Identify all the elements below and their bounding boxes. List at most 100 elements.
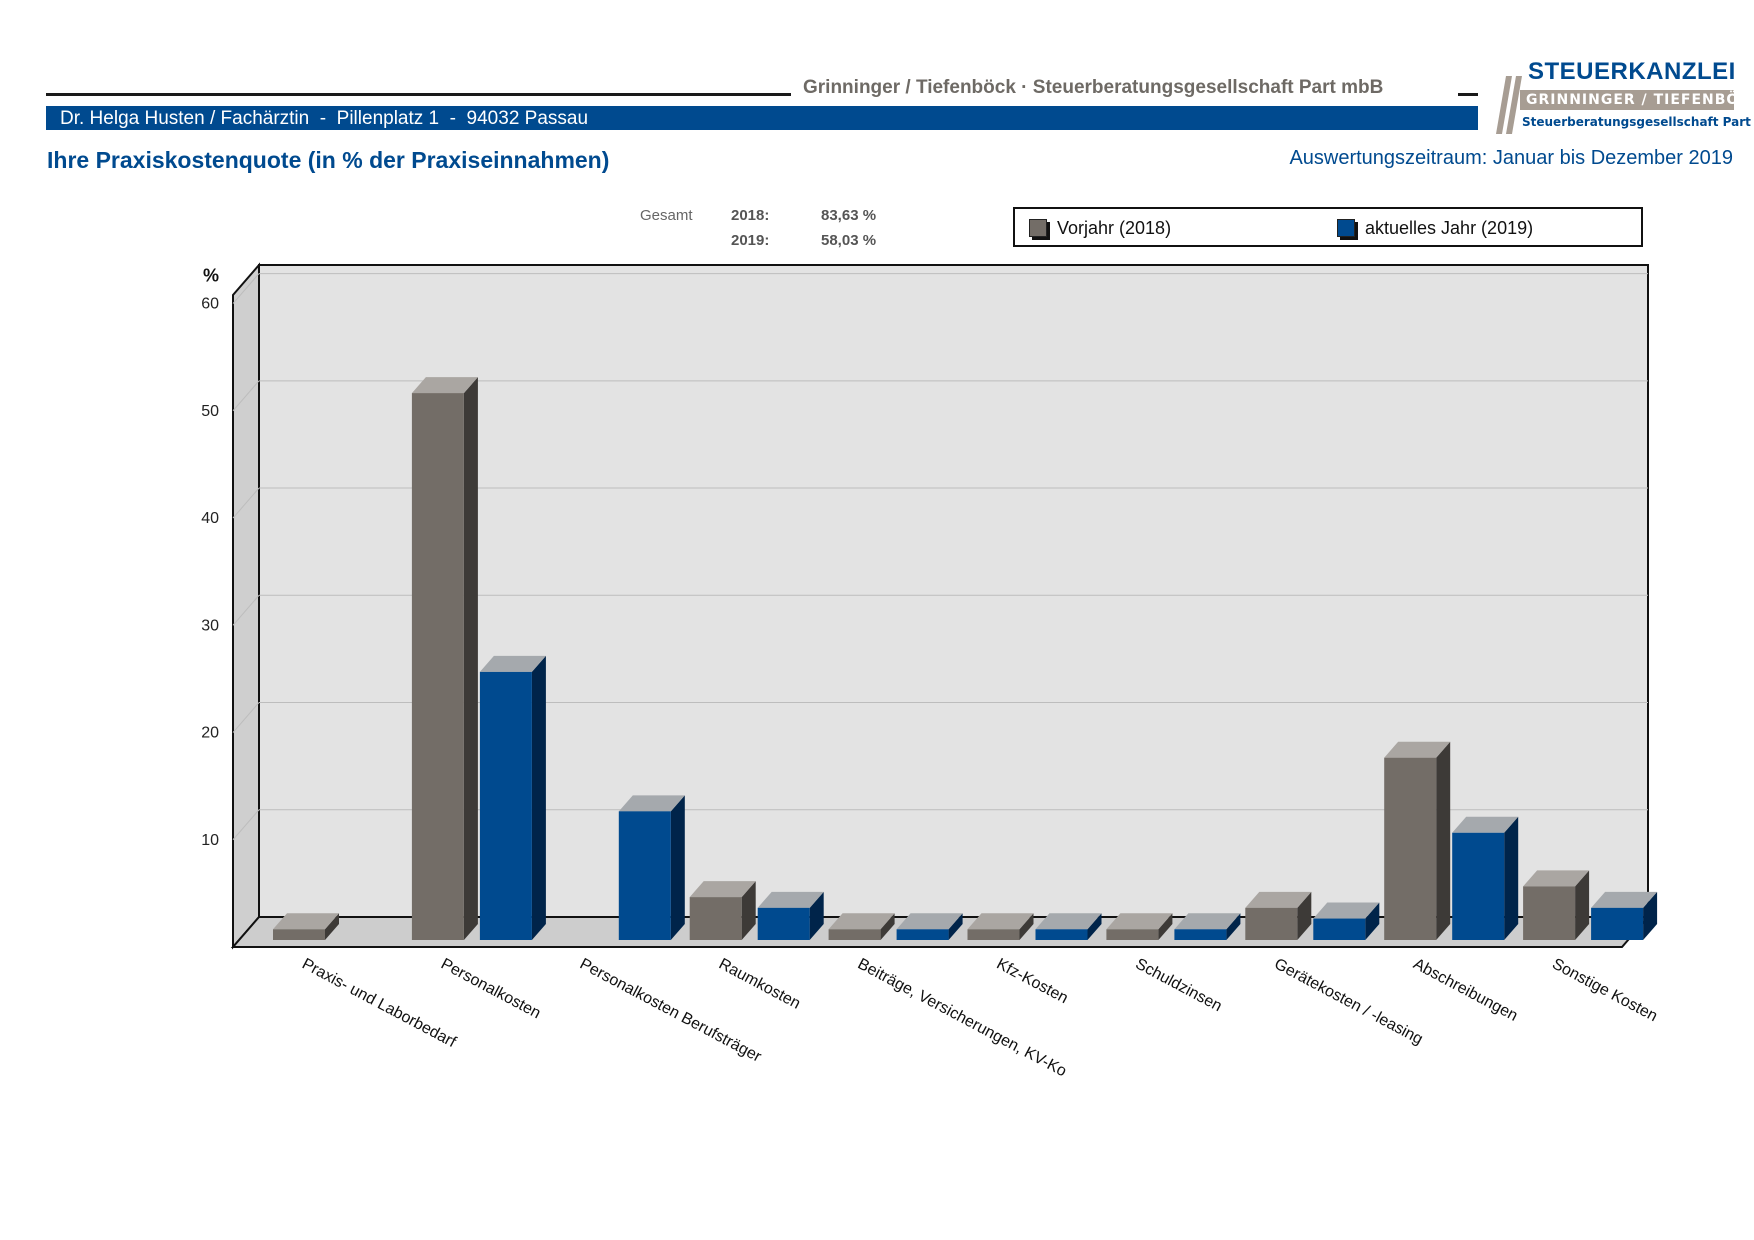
- gridline-side: [232, 594, 260, 626]
- bar-side: [325, 913, 339, 940]
- bar-side: [1087, 913, 1102, 940]
- bar-side: [670, 795, 685, 940]
- bar-top: [1174, 913, 1241, 930]
- bar-top: [1523, 870, 1590, 887]
- client-info: Dr. Helga Husten / Fachärztin - Pillenpl…: [60, 108, 589, 129]
- bar-top: [618, 795, 685, 812]
- bar-side: [463, 377, 478, 940]
- bar: [1452, 832, 1505, 940]
- totals-label: Gesamt: [640, 207, 693, 224]
- y-tick-label: 60: [201, 296, 219, 313]
- bar-side: [1226, 913, 1241, 940]
- bar-side: [809, 891, 824, 940]
- bar: [618, 811, 671, 940]
- legend-swatch-prior: [1029, 219, 1047, 237]
- bar-top: [1035, 913, 1102, 930]
- logo-subtitle: Steuerberatungsgesellschaft Part mbB: [1522, 115, 1754, 129]
- y-tick-label: 30: [201, 617, 219, 634]
- bar-top: [967, 913, 1034, 930]
- firm-name: Grinninger / Tiefenböck · Steuerberatung…: [803, 77, 1384, 98]
- bar-top: [896, 913, 963, 930]
- totals-value-2019: 58,03 %: [821, 232, 877, 249]
- bar-side: [1575, 870, 1590, 940]
- logo-slashes: [1496, 76, 1522, 134]
- y-tick-label: 50: [201, 403, 219, 420]
- x-tick-label: Schuldzinsen: [1133, 956, 1225, 1016]
- header-rule-right: [1458, 93, 1478, 96]
- bar-top: [273, 913, 339, 930]
- legend-label-current: aktuelles Jahr (2019): [1365, 218, 1534, 238]
- header-rule-left: [46, 93, 791, 96]
- bar-top: [479, 655, 546, 672]
- evaluation-period: Auswertungszeitraum: Januar bis Dezember…: [1289, 147, 1733, 169]
- bar: [1106, 929, 1159, 940]
- gridline-side: [232, 487, 260, 519]
- logo-title: STEUERKANZLEI: [1528, 58, 1736, 85]
- bar: [967, 929, 1020, 940]
- y-tick-label: 10: [201, 832, 219, 849]
- logo-band: [1520, 90, 1734, 110]
- bar-side: [1019, 913, 1034, 940]
- totals-year-2019: 2019:: [731, 232, 770, 249]
- y-axis-label: %: [203, 266, 219, 286]
- bar: [479, 671, 532, 940]
- x-tick-label: Raumkosten: [716, 956, 803, 1013]
- x-tick-label: Gerätekosten / -leasing: [1271, 956, 1425, 1049]
- gridline-side: [232, 809, 260, 841]
- bar-side: [1643, 891, 1658, 940]
- x-tick-label: Kfz-Kosten: [994, 956, 1071, 1008]
- page-title: Ihre Praxiskostenquote (in % der Praxise…: [47, 147, 610, 173]
- y-tick-label: 40: [201, 510, 219, 527]
- bar-top: [1452, 816, 1519, 833]
- bar-side: [1365, 902, 1380, 940]
- x-tick-label: Sonstige Kosten: [1549, 956, 1660, 1026]
- legend: Vorjahr (2018) aktuelles Jahr (2019): [1013, 207, 1643, 247]
- bar: [1174, 929, 1227, 940]
- bar-top: [757, 891, 824, 908]
- bar: [757, 907, 810, 940]
- logo-names: GRINNINGER / TIEFENBÖCK: [1526, 92, 1754, 108]
- bar-top: [1106, 913, 1173, 930]
- bar-side: [1504, 816, 1519, 940]
- y-tick-label: 20: [201, 725, 219, 742]
- bar-side: [741, 881, 756, 940]
- totals-year-2018: 2018:: [731, 207, 770, 224]
- bar-top: [411, 377, 478, 394]
- bar-side: [1158, 913, 1173, 940]
- bar: [1523, 886, 1576, 940]
- bar-top: [1591, 891, 1658, 908]
- bar: [1313, 918, 1366, 940]
- gridline-side: [232, 702, 260, 733]
- bar-side: [948, 913, 963, 940]
- x-tick-label: Personalkosten: [438, 956, 543, 1023]
- logo-name-left: GRINNINGER: [1526, 92, 1636, 108]
- legend-label-prior: Vorjahr (2018): [1057, 218, 1172, 238]
- bar-side: [880, 913, 895, 940]
- legend-item-current: aktuelles Jahr (2019): [1337, 218, 1533, 239]
- bar-side: [1297, 891, 1312, 940]
- logo-name-right: TIEFENBÖCK: [1653, 92, 1754, 108]
- gridline-side: [232, 380, 260, 412]
- bar: [896, 929, 949, 940]
- bar: [1245, 907, 1298, 940]
- bar-top: [1384, 741, 1451, 758]
- legend-swatch-current: [1337, 219, 1355, 237]
- chart-left-wall: [232, 262, 260, 950]
- bar: [1035, 929, 1088, 940]
- bar: [828, 929, 881, 940]
- bar: [1591, 907, 1644, 940]
- bar-side: [531, 655, 546, 940]
- bar: [411, 393, 464, 940]
- bar: [273, 929, 325, 940]
- bar-top: [689, 881, 756, 898]
- bar-top: [828, 913, 895, 930]
- bar-side: [1436, 741, 1451, 940]
- client-bar: Dr. Helga Husten / Fachärztin - Pillenpl…: [46, 106, 1478, 130]
- x-tick-label: Praxis- und Laborbedarf: [299, 956, 459, 1052]
- bar: [1384, 757, 1437, 940]
- bar-top: [1245, 891, 1312, 908]
- bar-top: [1313, 902, 1380, 919]
- gridline-side: [232, 273, 260, 304]
- x-tick-label: Abschreibungen: [1410, 956, 1520, 1025]
